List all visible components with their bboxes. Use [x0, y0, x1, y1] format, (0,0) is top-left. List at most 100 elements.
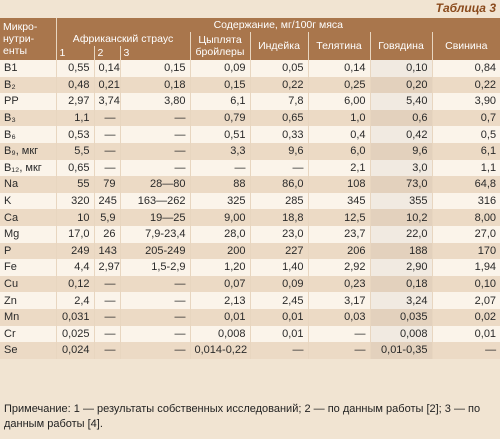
cell: 0,10: [369, 60, 432, 77]
cell: 227: [249, 242, 308, 260]
cell: —: [119, 109, 190, 127]
cell: 0,84: [431, 60, 500, 77]
cell: 64,8: [431, 176, 500, 193]
cell: 0,14: [307, 60, 370, 77]
cell: 285: [249, 192, 308, 210]
row-label: B₂: [0, 76, 56, 94]
cell: 249: [55, 242, 94, 260]
table-row: Se 0,024— —0,014-0,22— —0,01-0,35—: [0, 342, 500, 359]
cell: 3,90: [431, 93, 500, 110]
row-label: K: [0, 192, 56, 210]
row-label: Mg: [0, 225, 56, 243]
cell: 73,0: [369, 176, 432, 193]
cell: 170: [431, 242, 500, 260]
cell: 0,035: [369, 308, 432, 326]
cell: —: [119, 126, 190, 143]
cell: 6,1: [431, 142, 500, 160]
cell: 0,01: [189, 308, 250, 326]
cell: 1,20: [189, 259, 250, 276]
cell: —: [119, 142, 190, 160]
cell: 0,024: [55, 342, 94, 359]
cell: 0,01: [431, 325, 500, 343]
cell: 3,17: [307, 292, 370, 309]
cell: 316: [431, 192, 500, 210]
table-row: B1 0,55 0,14 0,15 0,09 0,05 0,14 0,10 0,84: [0, 60, 500, 77]
cell: —: [93, 342, 120, 359]
cell: 12,5: [307, 209, 370, 226]
cell: 27,0: [431, 225, 500, 243]
cell: 0,4: [307, 126, 370, 143]
cell: 0,25: [307, 76, 370, 94]
cell: 5,9: [93, 209, 120, 226]
cell: 23,7: [307, 225, 370, 243]
cell: 2,97: [55, 93, 94, 110]
cell: 23,0: [249, 225, 308, 243]
cell: 0,031: [55, 308, 94, 326]
cell: —: [93, 126, 120, 143]
row-label: Mn: [0, 308, 56, 326]
cell: 88: [189, 176, 250, 193]
cell: 0,51: [189, 126, 250, 143]
cell: —: [93, 325, 120, 343]
cell: 0,01: [249, 325, 308, 343]
column-header: Говядина: [369, 32, 432, 60]
cell: 188: [369, 242, 432, 260]
cell: 0,025: [55, 325, 94, 343]
cell: 2,07: [431, 292, 500, 309]
cell: 79: [93, 176, 120, 193]
cell: 200: [189, 242, 250, 260]
cell: 0,6: [369, 109, 432, 127]
cell: 2,1: [307, 159, 370, 177]
cell: —: [119, 292, 190, 309]
table-row: Zn 2,4— —2,13 2,45 3,17 3,24 2,07: [0, 292, 500, 309]
subcolumn-header: 3: [119, 46, 190, 60]
cell: 1,1: [55, 109, 94, 127]
group-header: Содержание, мг/100г мяса: [55, 18, 500, 32]
table-row: B₆ 0,53— —0,51 0,33 0,4 0,42 0,5: [0, 126, 500, 143]
cell: 0,48: [55, 76, 94, 94]
table-title: Таблица 3: [435, 1, 496, 15]
cell: 7,8: [249, 93, 308, 110]
table-row: Mn 0,031— —0,01 0,01 0,03 0,035 0,02: [0, 308, 500, 326]
table-row: K 320 245 163—262 325 285 345 355 316: [0, 192, 500, 210]
cell: 28,0: [189, 225, 250, 243]
corner-header: Микро-нутри-енты: [0, 18, 56, 60]
row-label: B₉, мкг: [0, 142, 56, 160]
header-row: Микро-нутри-енты Содержание, мг/100г мяса: [0, 18, 500, 60]
cell: —: [119, 308, 190, 326]
column-header: Цыплята бройлеры: [189, 32, 250, 60]
row-label: PP: [0, 93, 56, 110]
cell: 0,15: [119, 60, 190, 77]
row-label: B₁₂, мкг: [0, 159, 56, 177]
cell: 345: [307, 192, 370, 210]
cell: 0,15: [189, 76, 250, 94]
cell: 5,40: [369, 93, 432, 110]
cell: 5,5: [55, 142, 94, 160]
cell: —: [307, 342, 370, 359]
cell: 0,5: [431, 126, 500, 143]
cell: 0,18: [369, 275, 432, 293]
cell: —: [307, 325, 370, 343]
cell: 0,23: [307, 275, 370, 293]
cell: —: [93, 109, 120, 127]
cell: 206: [307, 242, 370, 260]
cell: 0,7: [431, 109, 500, 127]
cell: —: [119, 325, 190, 343]
cell: 0,22: [431, 76, 500, 94]
cell: 6,0: [307, 142, 370, 160]
cell: 0,20: [369, 76, 432, 94]
cell: 0,01-0,35: [369, 342, 432, 359]
cell: 6,00: [307, 93, 370, 110]
cell: 320: [55, 192, 94, 210]
cell: 245: [93, 192, 120, 210]
cell: 7,9-23,4: [119, 225, 190, 243]
cell: —: [119, 342, 190, 359]
table-row: PP 2,97 3,74 3,80 6,1 7,8 6,00 5,40 3,90: [0, 93, 500, 110]
table-row: Na 55 79 28—80 88 86,0 108 73,0 64,8: [0, 176, 500, 193]
cell: —: [431, 342, 500, 359]
cell: —: [119, 275, 190, 293]
cell: 2,13: [189, 292, 250, 309]
cell: 22,0: [369, 225, 432, 243]
cell: 6,1: [189, 93, 250, 110]
